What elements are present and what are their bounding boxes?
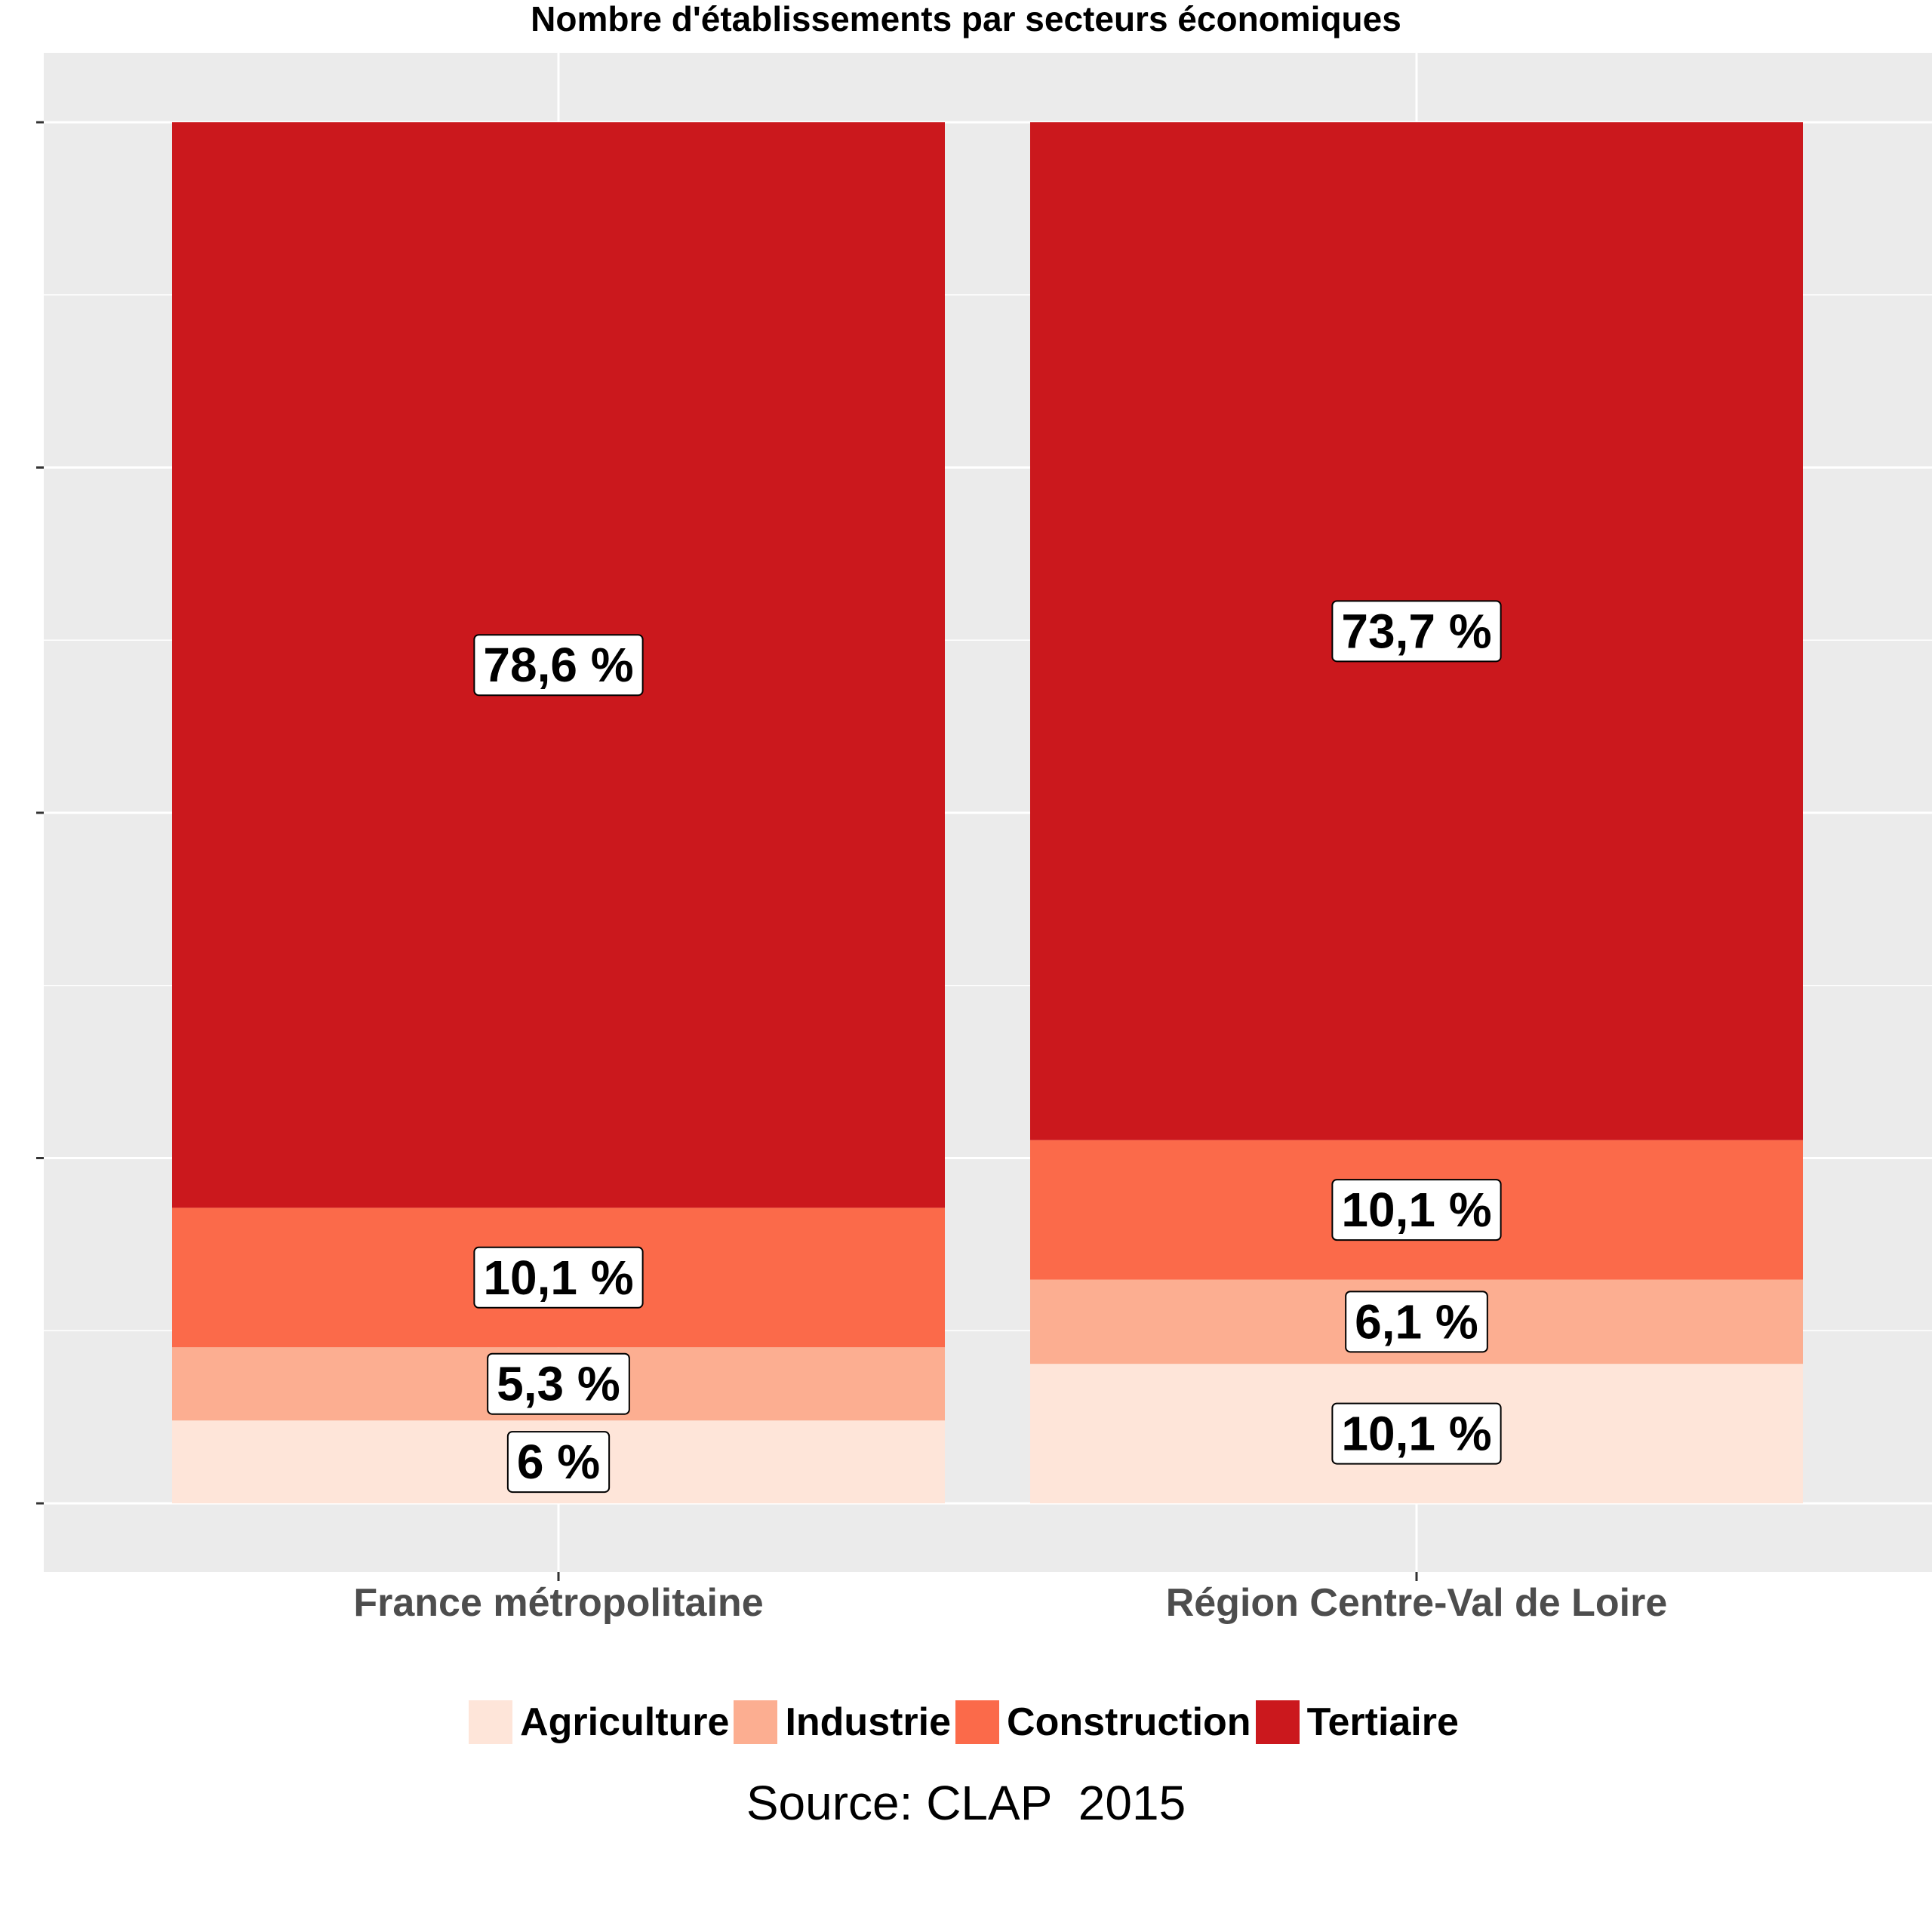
data-label-box <box>473 1246 644 1309</box>
chart-title: Nombre d'établissements par secteurs éco… <box>531 0 1401 38</box>
data-label: 10,1 % <box>1341 1183 1491 1237</box>
x-tick-label: France métropolitaine <box>353 1581 763 1625</box>
legend-item-agriculture: Agriculture <box>469 1700 729 1745</box>
legend-swatch <box>734 1700 778 1744</box>
legend-item-tertiaire: Tertiaire <box>1255 1700 1459 1745</box>
data-label-box <box>473 634 644 697</box>
legend-label: Agriculture <box>520 1700 730 1744</box>
legend-item-industrie: Industrie <box>734 1700 951 1745</box>
legend-label: Tertiaire <box>1306 1700 1459 1744</box>
legend-swatch <box>955 1700 1000 1744</box>
data-label: 10,1 % <box>1341 1407 1491 1461</box>
legend-label: Industrie <box>785 1700 952 1744</box>
legend-swatch <box>469 1700 513 1744</box>
axis-ticks <box>36 121 44 1505</box>
data-label: 6 % <box>517 1435 600 1489</box>
data-label: 73,7 % <box>1341 604 1491 658</box>
data-label: 6,1 % <box>1355 1294 1478 1349</box>
data-label-box <box>1331 600 1502 663</box>
legend-item-construction: Construction <box>955 1700 1251 1745</box>
data-label: 10,1 % <box>483 1251 633 1305</box>
data-label-box <box>487 1352 630 1415</box>
legend-label: Construction <box>1007 1700 1251 1744</box>
x-axis: France métropolitaine Région Centre-Val d… <box>353 1572 1667 1625</box>
x-tick-label: Région Centre-Val de Loire <box>1166 1581 1668 1625</box>
legend-swatch <box>1255 1700 1300 1744</box>
legend: Agriculture Industrie Construction Tertiair… <box>0 1698 1932 1746</box>
data-label-box <box>1345 1291 1488 1353</box>
data-label-box <box>1331 1179 1502 1241</box>
data-label-box <box>1331 1402 1502 1465</box>
data-label: 78,6 % <box>483 638 633 692</box>
data-labels: 6 % 5,3 % 10,1 % 78,6 % 10,1 % 6,1 % 10,1 % 73,… <box>473 600 1502 1494</box>
data-label-box <box>506 1431 611 1494</box>
data-label: 5,3 % <box>497 1357 620 1411</box>
source-caption: Source: CLAP 2015 <box>746 1776 1186 1830</box>
chart-plot: 6 % 5,3 % 10,1 % 78,6 % 10,1 % 6,1 % 10,1 % 73,… <box>36 53 1932 1625</box>
